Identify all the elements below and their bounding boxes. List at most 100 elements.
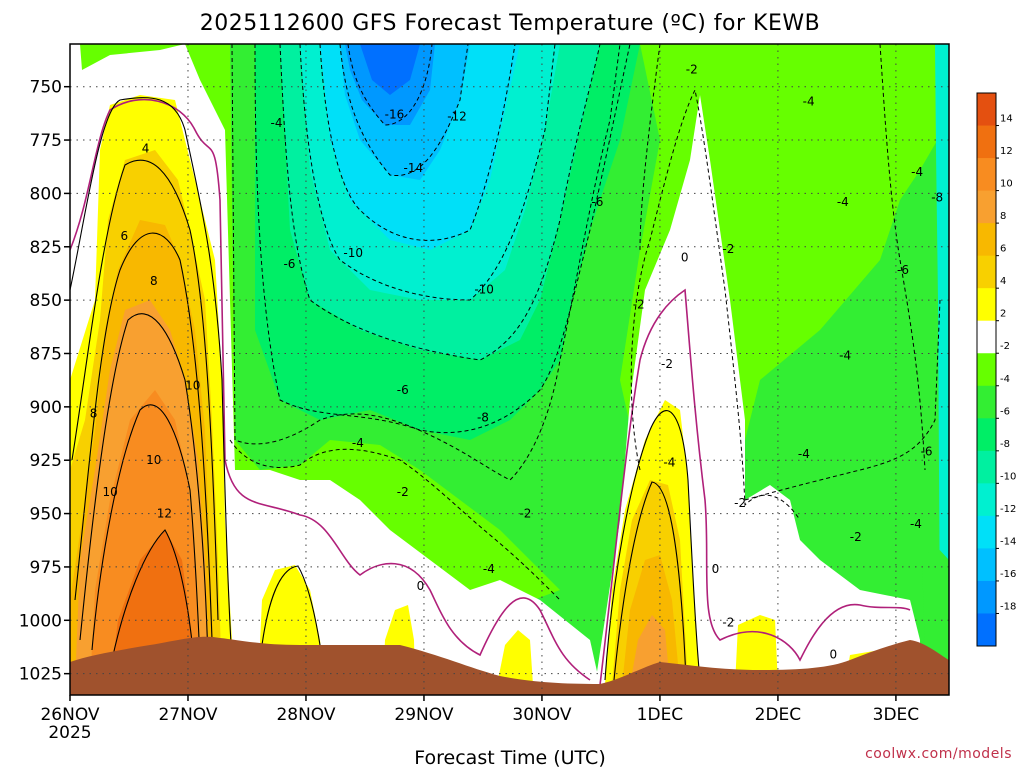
contour-label: -4 [352,436,364,450]
colorbar-swatch [977,353,996,387]
y-tick-label: 925 [30,451,62,471]
colorbar-swatch [977,190,996,224]
colorbar-swatch [977,418,996,452]
colorbar-label: -6 [1000,406,1010,417]
contour-plus2-28nov [257,565,326,681]
colorbar-swatch [977,483,996,517]
contour-minus12 [319,44,516,241]
credit-text: coolwx.com/models [865,746,1012,762]
contour-label: 0 [712,562,720,576]
contour-label: -2 [722,242,734,256]
contour-labels: 4 6 8 10 10 10 8 12 -4 -6 -16 -14 -12 -10 -10 -6 -8 -4 -2 -… [90,63,943,662]
x-axis: 26NOV 27NOV 28NOV 29NOV 30NOV 1DEC 2DEC 3DEC [40,695,919,725]
x-tick-label: 27NOV [158,705,217,725]
contour-minus6-east [879,44,926,471]
x-tick-label: 2DEC [755,705,802,725]
contour-label: -10 [474,282,494,296]
colorbar-swatch [977,515,996,549]
contour-label: -4 [837,195,849,209]
contour-plus2-west [70,97,233,661]
contour-label: 10 [185,379,200,393]
plot-area: 4 6 8 10 10 10 8 12 -4 -6 -16 -14 -12 -10 -10 -6 -8 -4 -2 -… [70,44,949,695]
contour-minus4-west [231,44,621,481]
colorbar-swatch [977,158,996,192]
colorbar-label: -10 [1000,471,1016,482]
contour-plus4-1dec [613,481,687,681]
colorbar-label: 14 [1000,114,1013,125]
contour-label: -4 [798,447,810,461]
colorbar-swatch [977,385,996,419]
x-tick-label: 3DEC [873,705,920,725]
colorbar-label: 12 [1000,146,1013,157]
y-tick-label: 850 [30,291,62,311]
colorbar-swatch [977,125,996,159]
field-minus18-region [360,44,420,95]
y-tick-label: 1025 [19,665,62,685]
contour-label: -4 [663,455,675,469]
y-tick-label: 975 [30,558,62,578]
contour-label: -6 [283,257,295,271]
colorbar-label: -16 [1000,569,1016,580]
contour-label: -8 [477,411,489,425]
colorbar-label: -18 [1000,601,1016,612]
contour-label: -16 [385,107,405,121]
contour-label: -4 [270,116,282,130]
y-tick-label: 875 [30,344,62,364]
chart-title: 2025112600 GFS Forecast Temperature (ºC)… [200,11,820,36]
contour-minus6 [254,44,631,434]
contour-label: 10 [102,485,117,499]
colorbar-label: 4 [1000,276,1006,287]
contour-plus6-west [74,232,213,641]
contour-label: 0 [830,647,838,661]
contour-zero-west [70,98,591,681]
x-tick-label: 1DEC [637,705,684,725]
contour-zero-east [599,288,911,686]
colorbar-swatch [977,223,996,257]
colorbar-label: -4 [1000,374,1010,385]
contour-minus2-east [630,88,801,521]
contour-label: -6 [397,383,409,397]
plot-frame [69,43,950,696]
y-tick-label: 900 [30,398,62,418]
contour-label: -8 [931,191,943,205]
contour-minus4-east [639,44,941,501]
contour-label: 0 [417,579,425,593]
contour-label: 8 [150,274,158,288]
colorbar-swatch [977,548,996,582]
terrain [70,636,949,695]
contour-label: -4 [839,349,851,363]
contour-minus10 [299,44,556,301]
contour-label: 4 [142,142,150,156]
contour-label: -2 [734,496,746,510]
x-tick-label: 30NOV [512,705,571,725]
contour-plus12-west [111,529,195,661]
contour-label: -14 [404,161,424,175]
contour-label: -2 [633,297,645,311]
y-axis: 750 775 800 825 850 875 900 925 950 975 1000 1025 [19,78,70,685]
contour-plus10-west [91,404,201,661]
x-tick-label: 29NOV [394,705,453,725]
y-tick-label: 775 [30,131,62,151]
colorbar-label: -12 [1000,504,1016,515]
y-tick-label: 825 [30,238,62,258]
colorbar-swatch [977,580,996,614]
contour-minus16 [347,44,433,126]
x-axis-year-label: 2025 [48,723,91,743]
colorbar: 14 12 10 8 6 4 2 -2 -4 -6 -8 -10 -12 -14 -16 -18 [976,92,1016,647]
contour-label: -10 [343,246,363,260]
contour-minus8 [279,44,601,361]
colorbar-swatch [977,320,996,354]
colorbar-swatch [977,288,996,322]
contour-minus2-west [229,439,561,601]
colorbar-label: -2 [1000,341,1010,352]
contour-label: -2 [661,357,673,371]
colorbar-label: 2 [1000,309,1006,320]
y-tick-label: 950 [30,505,62,525]
contour-label: -2 [686,63,698,77]
contour-label: 12 [157,507,172,521]
contour-minus14 [339,44,469,177]
colorbar-label: -14 [1000,536,1016,547]
contour-label: -4 [911,165,923,179]
contour-label: -2 [850,530,862,544]
